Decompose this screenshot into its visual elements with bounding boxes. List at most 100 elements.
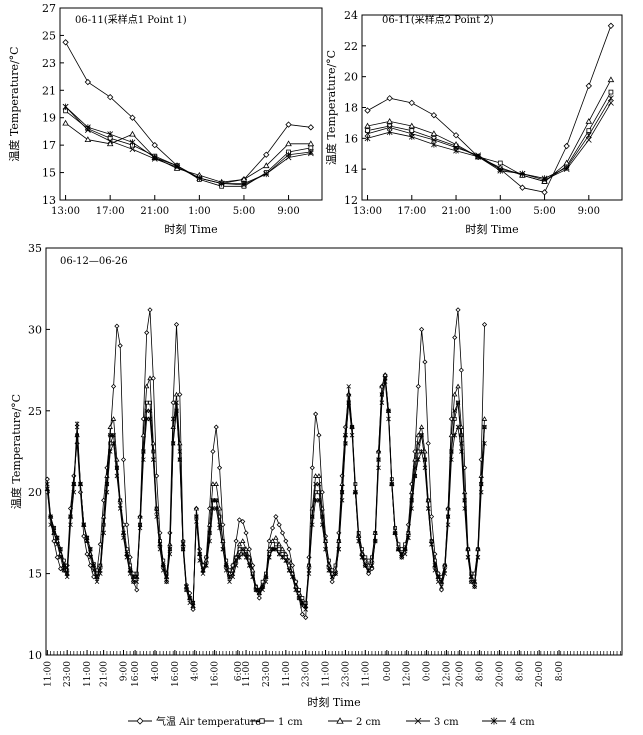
data-point — [313, 481, 318, 487]
data-point — [307, 124, 315, 131]
data-point — [253, 587, 259, 593]
data-point — [127, 567, 133, 573]
x-tick-label: 21:00 — [100, 661, 110, 687]
data-point — [210, 498, 216, 503]
data-point — [84, 535, 90, 541]
data-point — [134, 579, 140, 585]
data-point — [217, 525, 222, 531]
data-point — [279, 546, 286, 552]
data-point — [343, 432, 348, 438]
data-point — [585, 82, 592, 90]
data-point — [382, 375, 388, 381]
data-point — [290, 574, 295, 580]
data-point — [243, 551, 249, 557]
data-point — [104, 489, 110, 495]
data-point — [154, 509, 159, 515]
data-point — [213, 424, 219, 430]
series-line — [367, 97, 612, 179]
data-point — [416, 457, 421, 463]
plot-frame — [59, 7, 323, 201]
data-point — [111, 440, 116, 446]
data-point — [48, 514, 53, 520]
data-point — [386, 416, 391, 422]
data-point — [124, 551, 130, 557]
data-point — [243, 546, 249, 552]
data-point — [204, 563, 209, 568]
data-point — [416, 449, 421, 454]
series-triangle — [364, 76, 615, 184]
series-line — [65, 110, 311, 187]
data-point — [316, 473, 322, 478]
data-point — [382, 372, 388, 377]
x-tick-label: 6:00 — [234, 661, 244, 681]
data-point — [62, 103, 69, 110]
data-point — [111, 432, 116, 438]
data-point — [134, 587, 140, 593]
data-point — [541, 189, 548, 196]
legend-label: 2 cm — [356, 717, 381, 728]
series-square — [63, 108, 314, 189]
y-tick-label: 35 — [28, 242, 42, 255]
data-point — [124, 555, 130, 560]
data-point — [608, 89, 614, 95]
data-point — [356, 538, 361, 544]
data-point — [167, 551, 173, 557]
data-point — [84, 136, 92, 143]
data-point — [256, 595, 262, 601]
data-point — [482, 440, 487, 446]
data-point — [170, 416, 176, 422]
data-point — [608, 95, 614, 102]
y-tick-label: 22 — [344, 40, 358, 53]
data-point — [430, 130, 438, 137]
data-point — [174, 400, 179, 405]
data-point — [107, 449, 113, 454]
data-point — [84, 78, 92, 86]
legend-marker — [336, 717, 344, 724]
chart-point-1: 13 15 17 19 21 23 25 27 13:00 17:00 21:00 1:00 5:00 9… — [7, 2, 323, 236]
data-point — [607, 76, 615, 83]
x-tick-label: 11:00 — [361, 661, 371, 687]
data-point — [469, 579, 474, 585]
data-point — [369, 563, 375, 568]
data-point — [216, 465, 223, 471]
data-point — [313, 497, 318, 503]
data-point — [482, 424, 487, 430]
data-point — [144, 416, 149, 422]
data-point — [273, 514, 279, 520]
plot-frame — [361, 14, 623, 201]
data-point — [326, 567, 332, 573]
data-point — [129, 130, 136, 137]
data-point — [218, 180, 225, 187]
data-point — [51, 538, 57, 544]
data-point — [196, 174, 203, 182]
data-point — [81, 533, 87, 539]
data-point — [141, 457, 146, 463]
legend-marker — [490, 717, 498, 725]
x-tick-label: 11:00 — [242, 661, 252, 687]
data-point — [174, 162, 180, 169]
data-point — [107, 432, 113, 438]
y-tick-label: 20 — [28, 486, 42, 499]
data-point — [478, 489, 484, 495]
data-point — [336, 546, 342, 552]
data-point — [137, 525, 143, 531]
data-point — [365, 128, 370, 133]
data-point — [372, 538, 378, 544]
data-point — [150, 375, 156, 381]
data-point — [68, 522, 73, 528]
data-point — [101, 530, 106, 536]
x-tick-label: 13:00 — [51, 206, 80, 217]
data-point — [263, 151, 270, 158]
data-point — [164, 579, 169, 585]
legend-label: 4 cm — [510, 717, 535, 728]
x-tick-label: 8:00 — [476, 661, 486, 681]
data-point — [519, 184, 526, 191]
data-point — [475, 153, 482, 160]
series-x — [364, 99, 614, 183]
data-point — [363, 563, 368, 568]
data-point — [323, 546, 328, 552]
data-point — [452, 432, 458, 438]
x-tick-label: 16:00 — [171, 661, 181, 687]
data-point — [64, 571, 70, 576]
data-point — [452, 408, 458, 414]
